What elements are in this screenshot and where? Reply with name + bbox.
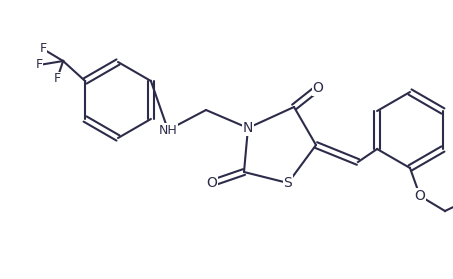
Text: NH: NH	[159, 124, 178, 136]
Text: F: F	[35, 59, 43, 71]
Text: F: F	[39, 42, 47, 56]
Text: O: O	[414, 189, 425, 203]
Text: O: O	[207, 176, 217, 190]
Text: O: O	[313, 81, 323, 95]
Text: N: N	[243, 121, 253, 135]
Text: S: S	[284, 176, 292, 190]
Text: F: F	[53, 73, 61, 85]
